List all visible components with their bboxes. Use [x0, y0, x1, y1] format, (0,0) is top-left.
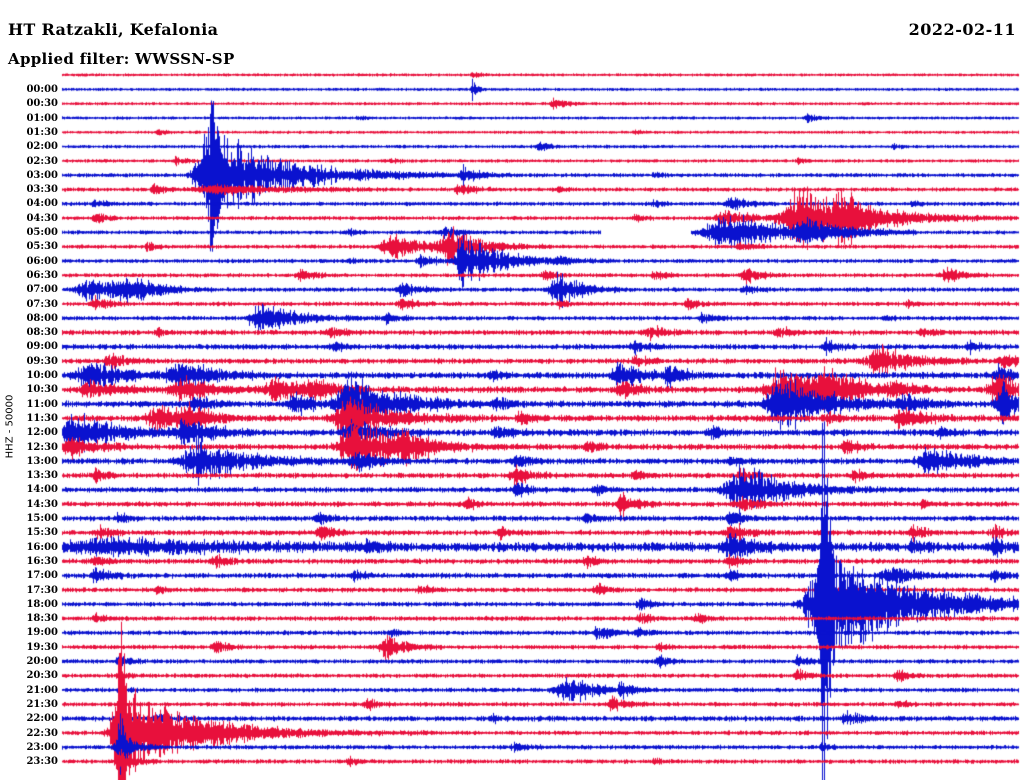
row-time-label: 00:30 [26, 98, 58, 110]
row-time-label: 10:30 [26, 384, 58, 396]
row-time-label: 11:00 [26, 398, 58, 410]
row-time-label: 12:30 [26, 441, 58, 453]
row-time-label: 23:30 [26, 756, 58, 768]
row-time-label: 14:30 [26, 498, 58, 510]
row-time-label: 16:00 [26, 541, 58, 553]
y-axis-label: HHZ - 50000 [4, 394, 16, 459]
row-time-label: 20:00 [26, 656, 58, 667]
row-time-label: 06:00 [26, 255, 58, 267]
row-time-label: 09:30 [26, 355, 58, 367]
filter-label: Applied filter: WWSSN-SP [8, 50, 235, 68]
row-time-label: 22:00 [26, 713, 58, 725]
row-time-label: 05:00 [26, 227, 58, 238]
row-time-label: 20:30 [26, 670, 58, 682]
row-time-label: 09:00 [26, 341, 58, 353]
row-time-label: 04:00 [26, 198, 58, 210]
row-time-label: 17:30 [26, 584, 58, 596]
row-time-label: 18:00 [26, 598, 58, 610]
row-time-label: 22:30 [26, 727, 58, 739]
row-time-label: 05:30 [26, 241, 58, 253]
row-time-label: 15:00 [26, 513, 58, 524]
row-time-label: 01:30 [26, 126, 58, 138]
row-time-label: 02:30 [26, 155, 58, 167]
row-time-label: 07:00 [26, 284, 58, 296]
row-time-label: 19:30 [26, 641, 58, 653]
row-time-label: 18:30 [26, 613, 58, 625]
row-time-label: 16:30 [26, 555, 58, 567]
row-time-label: 21:00 [26, 684, 58, 696]
row-time-label: 15:30 [26, 527, 58, 539]
row-time-label: 10:00 [26, 370, 58, 381]
row-time-label: 06:30 [26, 269, 58, 281]
row-time-label: 03:30 [26, 184, 58, 196]
row-time-label: 00:00 [26, 84, 58, 95]
row-time-label: 01:00 [26, 112, 58, 124]
row-time-label: 19:00 [26, 627, 58, 639]
station-title: HT Ratzakli, Kefalonia [8, 20, 219, 39]
row-time-label: 14:00 [26, 484, 58, 496]
row-time-label: 08:00 [26, 312, 58, 324]
row-time-label: 12:00 [26, 427, 58, 439]
row-time-label: 23:00 [26, 741, 58, 753]
row-time-label: 03:00 [26, 169, 58, 181]
row-time-label: 13:00 [26, 455, 58, 467]
row-time-label: 04:30 [26, 212, 58, 224]
row-time-label: 02:00 [26, 141, 58, 153]
row-time-label: 11:30 [26, 412, 58, 424]
date-label: 2022-02-11 [908, 20, 1016, 39]
row-time-label: 07:30 [26, 298, 58, 310]
row-time-label: 08:30 [26, 327, 58, 339]
row-time-label: 13:30 [26, 470, 58, 482]
row-time-label: 21:30 [26, 698, 58, 710]
row-time-label: 17:00 [26, 570, 58, 582]
